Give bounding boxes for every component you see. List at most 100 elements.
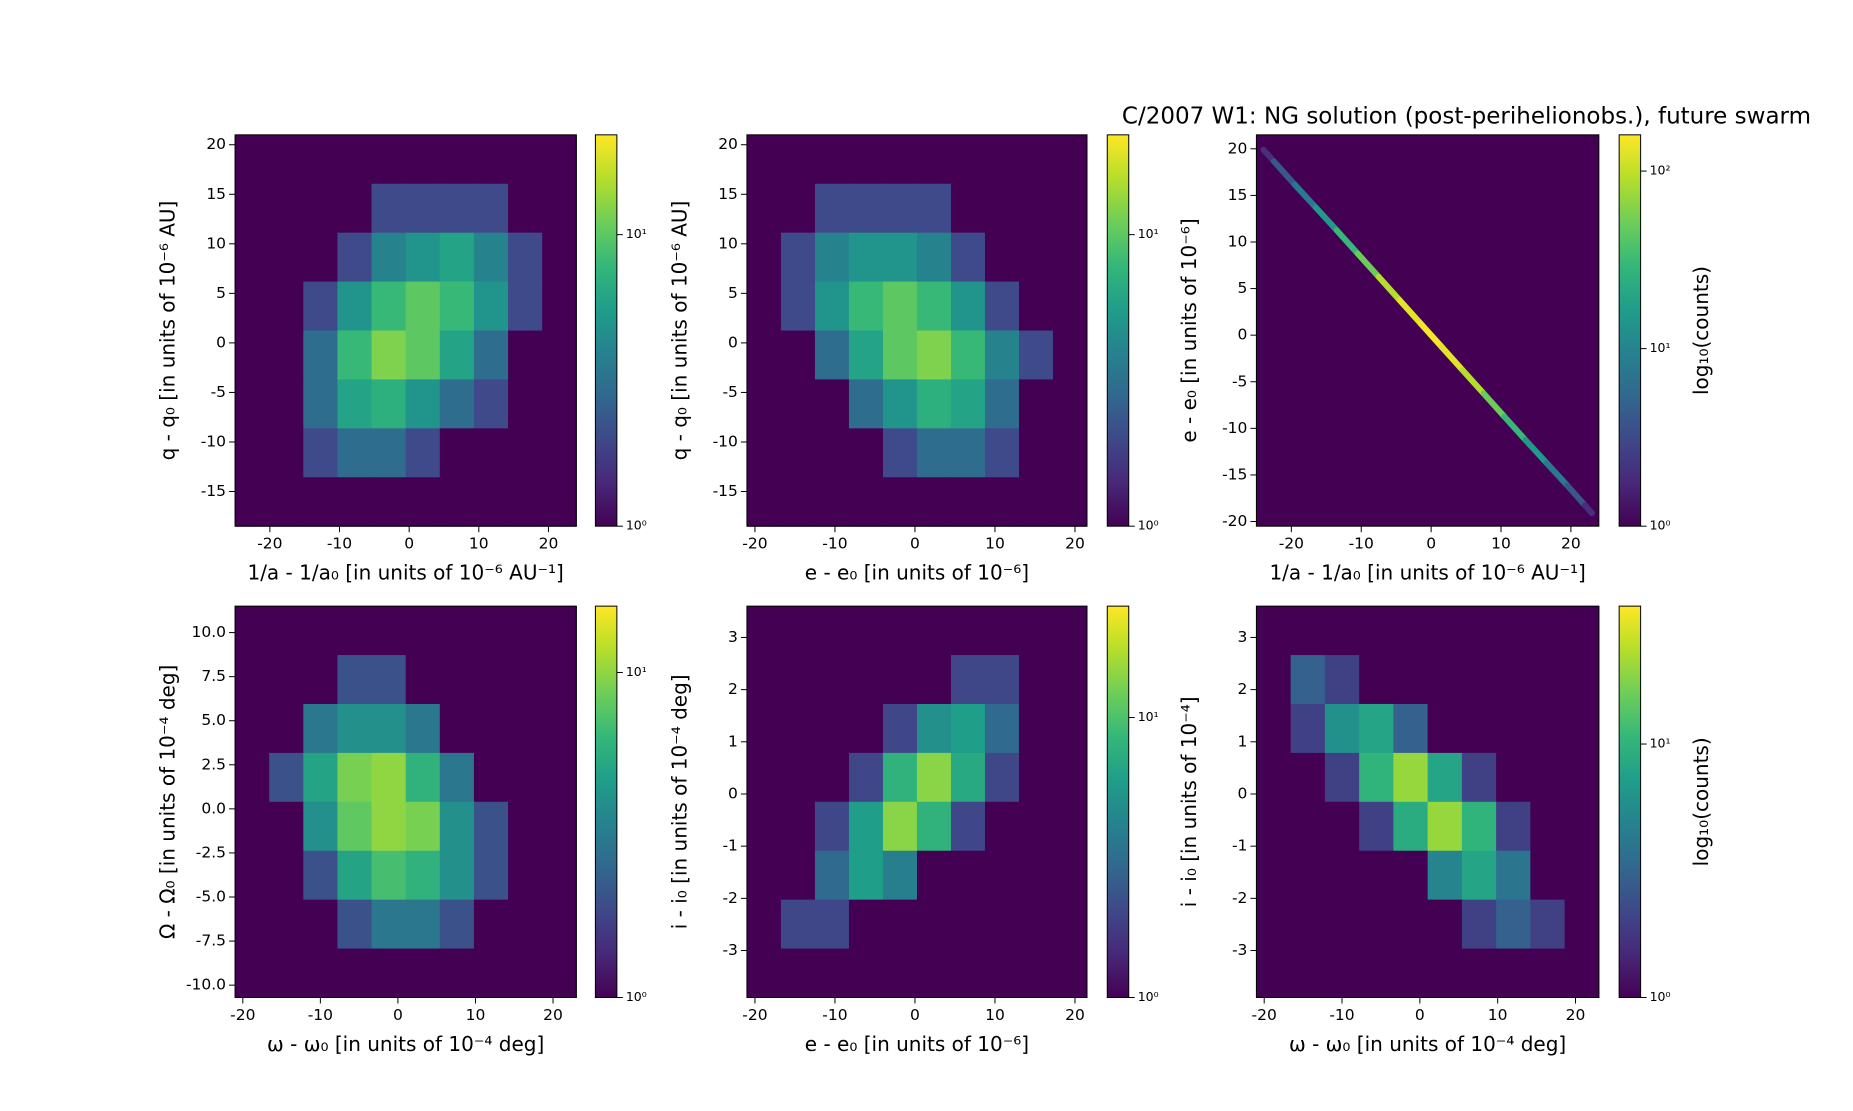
hex-cell	[405, 330, 441, 380]
hex-cell	[1290, 655, 1326, 705]
x-tick-label: 10	[1491, 535, 1511, 553]
colorbar	[594, 605, 618, 998]
hex-cell	[848, 850, 884, 901]
hex-cell	[439, 281, 475, 332]
hex-cell	[916, 948, 952, 998]
hex-cell	[916, 801, 952, 852]
plot-area	[1260, 146, 1595, 517]
hex-cell	[950, 948, 986, 998]
y-tick-label: -5	[1232, 372, 1247, 390]
hex-cell	[916, 379, 952, 429]
hex-cell	[1359, 801, 1394, 852]
hex-cell	[1018, 703, 1054, 754]
hex-cell	[814, 801, 850, 852]
colorbar-tick-label: 10¹	[1138, 226, 1159, 241]
hex-cell	[371, 477, 407, 527]
hex-cell	[814, 850, 850, 901]
x-tick-label: 0	[1415, 1006, 1425, 1024]
hex-cell	[746, 330, 782, 380]
hex-cell	[1427, 801, 1463, 852]
hex-cell	[371, 428, 407, 478]
hex-cell	[882, 703, 918, 754]
colorbar	[1106, 134, 1130, 527]
hex-cell	[542, 134, 577, 185]
hex-cell	[746, 850, 782, 901]
hex-cell	[405, 801, 441, 852]
y-tick-label: 0	[216, 333, 226, 351]
y-tick-label: 10	[718, 234, 738, 252]
hex-cell	[1018, 281, 1054, 332]
hex-cell	[916, 183, 952, 234]
hex-cell	[814, 899, 850, 950]
y-tick-label: 2	[728, 680, 738, 698]
hex-cell	[439, 606, 475, 656]
x-tick-label: 20	[1566, 1006, 1586, 1024]
y-tick-label: 10.0	[192, 623, 227, 641]
hex-cell	[780, 850, 816, 901]
axes-frame	[746, 134, 1088, 527]
hex-cell	[848, 899, 884, 950]
hex-cell	[1530, 752, 1566, 803]
y-tick-label: 5	[216, 284, 226, 302]
hex-cell	[508, 183, 543, 234]
y-tick-label: 20	[1228, 139, 1248, 157]
hex-segment	[1354, 250, 1382, 280]
x-tick-label: -20	[742, 1006, 767, 1024]
hex-cell	[439, 183, 475, 234]
hex-cell	[542, 379, 577, 429]
hex-cell	[303, 330, 338, 380]
y-axis-label: e - e₀ [in units of 10⁻⁶]	[1177, 218, 1201, 442]
hex-cell	[882, 281, 918, 332]
hex-cell	[1496, 948, 1531, 998]
hex-cell	[1530, 801, 1566, 852]
hex-cell	[439, 428, 475, 478]
hex-cell	[1461, 899, 1497, 950]
hex-cell	[542, 606, 577, 656]
hex-cell	[235, 899, 270, 950]
hex-cell	[950, 281, 986, 332]
hex-cell	[950, 850, 986, 901]
hex-cell	[371, 801, 407, 852]
hex-cell	[1461, 606, 1497, 656]
colorbar-tick-label: 10⁰	[1138, 989, 1159, 1004]
colorbar	[1618, 605, 1642, 998]
hex-cell	[439, 752, 475, 803]
plot-area	[235, 134, 577, 527]
y-tick-label: 1	[728, 732, 738, 750]
hex-cell	[1052, 379, 1088, 429]
hex-cell	[1324, 801, 1360, 852]
x-axis-label: 1/a - 1/a₀ [in units of 10⁻⁶ AU⁻¹]	[1269, 561, 1585, 585]
y-tick-label: -15	[1222, 465, 1247, 483]
y-tick-label: -10	[713, 432, 738, 450]
x-tick-label: 20	[1561, 535, 1581, 553]
hex-cell	[1564, 703, 1600, 754]
hex-cell	[405, 606, 441, 656]
hex-cell	[473, 752, 509, 803]
hex-cell	[1324, 606, 1360, 656]
hex-cell	[1018, 232, 1054, 283]
hex-cell	[882, 134, 918, 185]
hex-cell	[439, 134, 475, 185]
hex-cell	[542, 850, 577, 901]
hex-cell	[405, 428, 441, 478]
x-tick-label: 0	[393, 1006, 403, 1024]
hex-cell	[848, 330, 884, 380]
hex-cell	[269, 655, 304, 705]
hex-cell	[746, 379, 782, 429]
hex-cell	[916, 850, 952, 901]
x-tick-label: 0	[910, 535, 920, 553]
hex-cell	[848, 183, 884, 234]
x-tick-label: -10	[822, 535, 847, 553]
x-tick-label: 20	[1065, 535, 1085, 553]
hex-cell	[405, 232, 441, 283]
hex-cell	[235, 379, 270, 429]
hex-cell	[882, 330, 918, 380]
hex-cell	[1018, 428, 1054, 478]
hex-cell	[746, 428, 782, 478]
hex-cell	[814, 752, 850, 803]
x-tick-label: -20	[742, 535, 767, 553]
hex-cell	[746, 134, 782, 185]
hex-cell	[984, 655, 1020, 705]
hex-cell	[337, 428, 373, 478]
hex-cell	[1018, 899, 1054, 950]
